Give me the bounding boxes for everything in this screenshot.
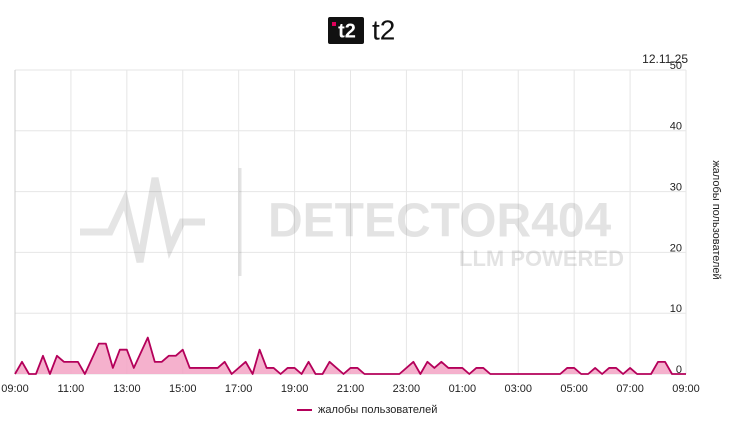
x-tick-label: 23:00 bbox=[393, 383, 421, 395]
watermark-icon bbox=[80, 177, 205, 263]
x-tick-label: 01:00 bbox=[449, 383, 477, 395]
legend-label: жалобы пользователей bbox=[318, 404, 437, 416]
y-axis-label: жалобы пользователей bbox=[710, 160, 722, 279]
x-tick-label: 03:00 bbox=[504, 383, 532, 395]
plot bbox=[14, 69, 687, 375]
area bbox=[15, 337, 686, 374]
watermark-subtext: LLM POWERED bbox=[459, 246, 624, 271]
y-tick-label: 50 bbox=[670, 60, 682, 72]
logo: t2 bbox=[328, 17, 364, 44]
date-label: 12.11.25 bbox=[642, 52, 688, 66]
x-tick-label: 09:00 bbox=[672, 383, 700, 395]
x-tick-label: 09:00 bbox=[1, 383, 29, 395]
x-tick-label: 21:00 bbox=[337, 383, 365, 395]
x-tick-label: 17:00 bbox=[225, 383, 253, 395]
y-tick-label: 0 bbox=[676, 364, 682, 376]
logo-dot bbox=[332, 22, 336, 26]
watermark-text: DETECTOR404 bbox=[268, 195, 612, 248]
y-tick-label: 30 bbox=[670, 182, 682, 194]
x-tick-label: 19:00 bbox=[281, 383, 309, 395]
logo-text: t2 bbox=[338, 20, 356, 42]
y-tick-label: 40 bbox=[670, 121, 682, 133]
x-tick-label: 15:00 bbox=[169, 383, 197, 395]
x-tick-label: 07:00 bbox=[616, 383, 644, 395]
chart-title: t2 bbox=[372, 14, 395, 45]
watermark: DETECTOR404 LLM POWERED bbox=[80, 168, 624, 276]
y-tick-label: 10 bbox=[670, 303, 682, 315]
x-tick-label: 11:00 bbox=[58, 383, 85, 395]
logo-box bbox=[328, 17, 364, 44]
y-tick-label: 20 bbox=[670, 242, 682, 254]
x-tick-label: 05:00 bbox=[560, 383, 588, 395]
x-tick-label: 13:00 bbox=[113, 383, 141, 395]
line bbox=[14, 336, 686, 375]
